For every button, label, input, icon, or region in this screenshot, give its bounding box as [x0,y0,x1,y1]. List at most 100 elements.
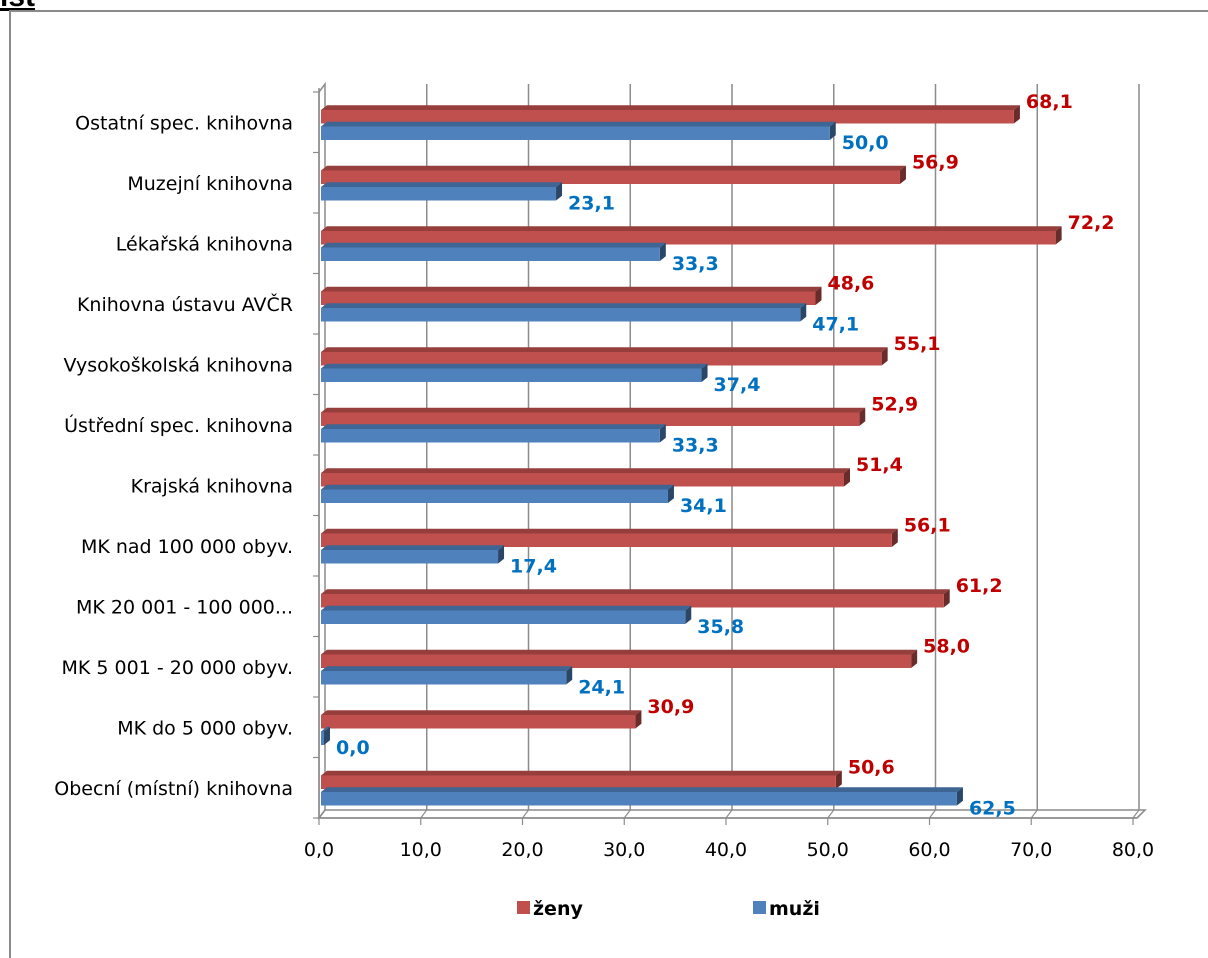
x-tick-label: 70,0 [1010,839,1052,861]
bar-front-face [321,489,668,503]
data-label-muzi: 33,3 [672,253,719,275]
category-label: Vysokoškolská knihovna [63,354,293,376]
bar-front-face [321,533,892,547]
bar-front-face [321,308,801,322]
data-label-zeny: 58,0 [923,636,970,658]
bar-front-face [321,731,324,745]
x-floor-line [623,809,631,819]
bar-top-face [321,424,666,429]
x-tick-label: 10,0 [400,839,442,861]
bar-zeny [321,286,822,305]
x-tick-label: 60,0 [908,839,950,861]
bar-front-face [321,110,1014,124]
x-floor-line [1132,809,1140,819]
data-label-muzi: 34,1 [680,495,727,517]
data-label-zeny: 30,9 [647,696,694,718]
bar-zeny [321,528,898,547]
bar-zeny [321,347,888,366]
bar-end-face [566,666,573,685]
bar-zeny [321,770,842,789]
x-floor-line [827,809,835,819]
bar-front-face [321,715,636,729]
bar-end-face [667,484,674,503]
floor-edge [1136,809,1146,819]
bar-top-face [321,605,692,611]
bar-top-face [321,182,563,187]
bar-front-face [321,775,836,789]
bar-muzi [321,787,963,806]
bar-front-face [321,473,844,487]
category-label: Obecní (místní) knihovna [54,778,293,800]
bar-muzi [321,424,666,443]
bar-top-face [321,407,866,413]
category-label: Lékařská knihovna [116,233,293,255]
floor [317,809,1147,819]
bar-front-face [321,352,882,366]
bar-muzi [321,605,692,624]
bar-end-face [899,165,906,184]
bar-end-face [843,468,850,487]
bar-top-face [321,242,666,248]
bar-muzi [321,121,836,140]
bar-front-face [321,429,660,443]
data-label-zeny: 55,1 [894,333,941,355]
bar-end-face [911,649,918,668]
bar-top-face [321,649,918,655]
bar-zeny [321,407,866,426]
data-label-zeny: 56,9 [912,152,959,174]
bar-end-face [685,605,692,624]
x-floor-line [725,809,733,819]
bar-zeny [321,468,850,487]
bar-front-face [321,231,1056,245]
data-label-zeny: 48,6 [828,273,875,295]
bar-front-face [321,671,567,685]
x-tick-label: 30,0 [603,839,645,861]
category-label: Muzejní knihovna [127,173,293,195]
category-label: MK 20 001 - 100 000... [76,596,293,618]
bar-top-face [321,121,836,127]
category-label: Krajská knihovna [131,475,293,497]
data-label-zeny: 51,4 [856,454,903,476]
bar-top-face [321,468,850,473]
bar-front-face [321,550,499,564]
bar-end-face [701,363,708,382]
bar-end-face [659,242,666,261]
bar-front-face [321,594,944,608]
category-label: MK nad 100 000 obyv. [81,536,293,558]
x-floor-line [929,809,936,819]
bar-top-face [321,770,842,776]
bar-end-face [881,347,888,366]
data-label-zeny: 50,6 [848,757,895,779]
bar-top-face [321,286,822,292]
bar-end-face [556,182,563,201]
bar-end-face [498,545,505,564]
bar-end-face [324,726,330,745]
x-floor-line [318,809,326,819]
bar-muzi [321,726,330,745]
data-label-muzi: 0,0 [336,737,370,759]
bar-end-face [815,286,822,305]
x-floor-line [522,809,529,819]
bar-end-face [829,121,836,140]
bar-muzi [321,242,666,261]
bar-end-face [835,770,842,789]
x-tick-label: 80,0 [1112,839,1154,861]
x-tick-label: 20,0 [501,839,543,861]
category-label: MK 5 001 - 20 000 obyv. [62,657,293,679]
bar-end-face [956,787,963,806]
bar-muzi [321,666,573,685]
bar-top-face [321,528,898,534]
bar-end-face [659,424,666,443]
category-label: Knihovna ústavu AVČR [77,292,293,316]
legend-swatch-muzi [753,901,766,914]
bar-muzi [321,182,563,201]
category-label: Ostatní spec. knihovna [75,112,293,134]
x-tick-label: 50,0 [807,839,849,861]
data-label-zeny: 68,1 [1026,91,1073,113]
data-label-muzi: 33,3 [672,435,719,457]
x-tick-label: 40,0 [705,839,747,861]
bar-front-face [321,412,860,426]
bar-zeny [321,649,918,668]
x-floor-line [420,809,428,819]
